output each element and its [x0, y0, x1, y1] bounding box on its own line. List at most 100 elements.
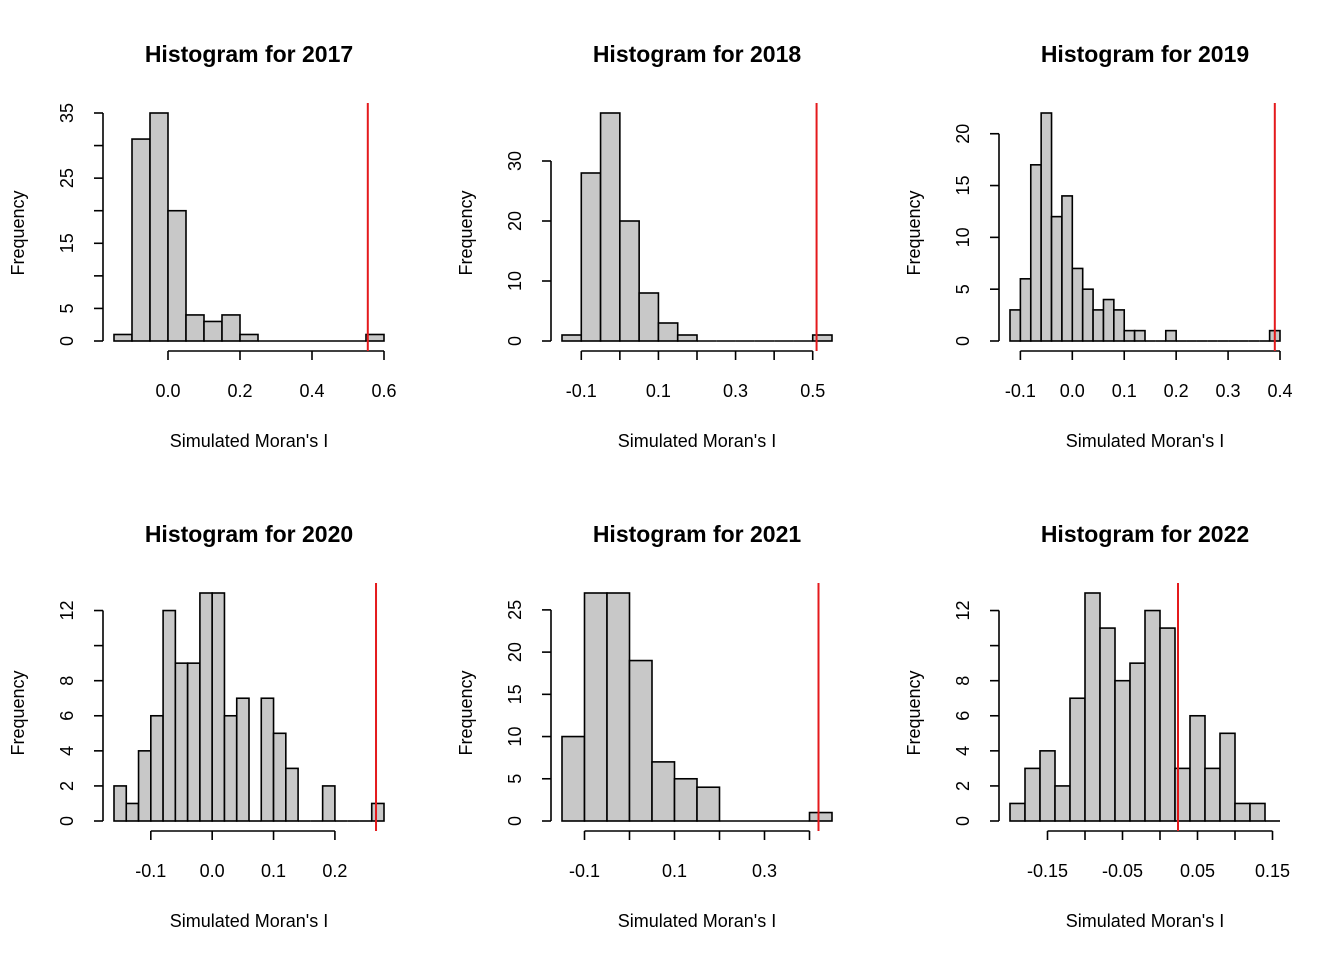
histogram-bar: [1133, 329, 1146, 342]
histogram-bar: [1009, 802, 1026, 822]
y-tick-label: 2: [953, 781, 973, 791]
y-tick-label: 0: [57, 816, 77, 826]
histogram-bar: [1009, 309, 1022, 342]
chart-title: Histogram for 2019: [1041, 41, 1249, 67]
histogram-panel-3: Histogram for 2020 -0.1 0.0 0.1 0.2 0 2 4 6 8 12 Si…: [8, 521, 385, 931]
histogram-bar: [1234, 802, 1251, 822]
x-tick-label: 0.6: [371, 381, 396, 401]
histogram-bar: [1039, 750, 1056, 822]
x-tick-label: -0.1: [135, 861, 166, 881]
x-tick-label: 0.5: [800, 381, 825, 401]
histogram-bar: [1092, 309, 1105, 342]
y-tick-label: 10: [953, 227, 973, 247]
histogram-bar: [1024, 767, 1041, 822]
x-axis-label: Simulated Moran's I: [170, 431, 329, 451]
histogram-bar: [167, 209, 187, 342]
x-tick-label: -0.1: [1005, 381, 1036, 401]
histogram-bar: [370, 802, 385, 822]
x-axis-label: Simulated Moran's I: [618, 431, 777, 451]
x-tick-label: 0.4: [299, 381, 324, 401]
y-tick-label: 4: [57, 746, 77, 756]
histogram-bar: [1054, 785, 1071, 822]
histogram-bar: [221, 314, 241, 342]
y-tick-label: 15: [953, 176, 973, 196]
x-tick-label: 0.3: [723, 381, 748, 401]
y-tick-label: 15: [57, 233, 77, 253]
histogram-bar: [211, 592, 226, 822]
y-tick-label: 0: [505, 336, 525, 346]
histogram-bar: [1040, 112, 1053, 342]
histogram-bar: [137, 750, 152, 822]
y-tick-label: 4: [953, 746, 973, 756]
histogram-bar: [321, 785, 336, 822]
x-tick-label: 0.2: [227, 381, 252, 401]
histogram-bar: [113, 333, 133, 342]
histogram-bar: [1113, 309, 1126, 342]
histogram-bar: [149, 112, 169, 342]
histogram-bar: [131, 138, 151, 342]
chart-title: Histogram for 2020: [145, 521, 353, 547]
y-tick-label: 10: [505, 271, 525, 291]
x-tick-label: 0.3: [1216, 381, 1241, 401]
x-tick-label: 0.1: [646, 381, 671, 401]
histogram-bar: [1204, 767, 1221, 822]
y-tick-label: 5: [505, 774, 525, 784]
histogram-bar: [185, 314, 205, 342]
histogram-bar: [113, 785, 128, 822]
histogram-bar: [125, 802, 140, 822]
x-tick-label: 0.0: [1060, 381, 1085, 401]
x-tick-label: 0.05: [1180, 861, 1215, 881]
histogram-bar: [1084, 592, 1101, 822]
histogram-bar: [628, 659, 653, 822]
histogram-bar: [1029, 164, 1042, 342]
histogram-bar: [203, 320, 223, 342]
histogram-bar: [1061, 195, 1074, 342]
y-tick-label: 12: [57, 601, 77, 621]
histogram-bar: [1114, 679, 1131, 822]
x-tick-label: 0.4: [1267, 381, 1292, 401]
histogram-bar: [365, 333, 385, 342]
x-tick-label: 0.3: [752, 861, 777, 881]
histogram-bar: [1129, 662, 1146, 822]
y-tick-label: 8: [57, 676, 77, 686]
y-tick-label: 6: [57, 711, 77, 721]
x-axis-label: Simulated Moran's I: [170, 911, 329, 931]
histogram-panel-0: Histogram for 2017 0.0 0.2 0.4 0.6 0 5 15 25 35 Si…: [8, 41, 397, 451]
x-tick-label: 0.1: [261, 861, 286, 881]
histogram-bar: [619, 220, 640, 342]
x-tick-label: 0.0: [200, 861, 225, 881]
histogram-bar: [1144, 609, 1161, 822]
y-tick-label: 20: [505, 211, 525, 231]
histogram-bar: [1071, 267, 1084, 342]
x-tick-label: 0.1: [662, 861, 687, 881]
histogram-bar: [186, 662, 201, 822]
y-tick-label: 20: [953, 124, 973, 144]
histogram-bar: [1123, 329, 1136, 342]
histogram-bar: [606, 592, 631, 822]
histogram-bar: [150, 714, 164, 822]
histogram-bar: [1249, 802, 1266, 822]
histogram-bar: [808, 811, 833, 822]
y-tick-label: 8: [953, 676, 973, 686]
y-axis-label: Frequency: [904, 670, 924, 755]
histogram-bar: [1219, 732, 1236, 822]
y-axis-label: Frequency: [8, 190, 28, 275]
y-tick-label: 12: [953, 601, 973, 621]
histogram-bar: [580, 172, 602, 342]
histogram-bar: [174, 662, 189, 822]
chart-title: Histogram for 2018: [593, 41, 802, 67]
histogram-bar: [1050, 215, 1063, 342]
x-tick-label: -0.1: [569, 861, 600, 881]
x-axis-label: Simulated Moran's I: [1066, 431, 1225, 451]
histogram-bar: [1102, 298, 1115, 342]
histogram-bar: [1159, 627, 1176, 822]
histogram-bar: [638, 292, 660, 342]
x-axis-label: Simulated Moran's I: [618, 911, 777, 931]
histogram-bar: [272, 732, 287, 822]
y-tick-label: 25: [57, 168, 77, 188]
x-tick-label: 0.1: [1112, 381, 1137, 401]
y-tick-label: 35: [57, 103, 77, 123]
x-tick-label: -0.15: [1027, 861, 1068, 881]
histogram-bar: [561, 334, 583, 342]
